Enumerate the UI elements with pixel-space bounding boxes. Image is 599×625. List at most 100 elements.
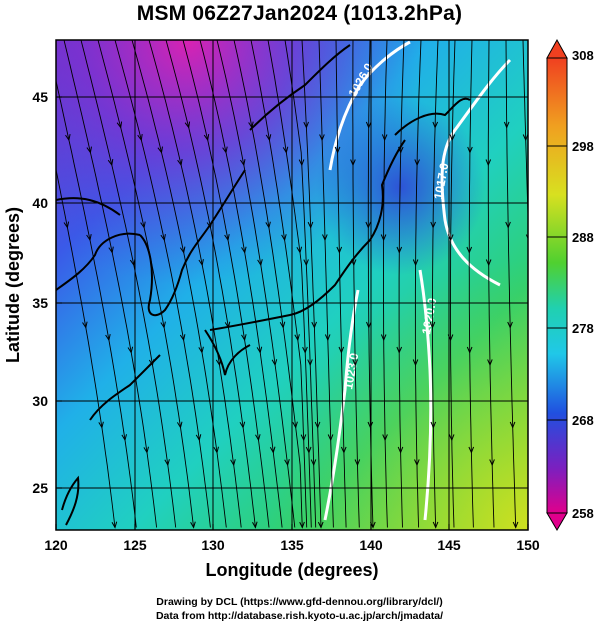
x-tick-label: 135 <box>280 537 304 553</box>
colorbar-top-arrow <box>546 38 568 59</box>
streamline-arrow <box>63 221 70 229</box>
streamline-arrow <box>44 122 49 128</box>
streamline-arrow <box>86 146 92 154</box>
streamline-arrow <box>525 234 528 240</box>
streamline-arrow <box>296 246 303 254</box>
streamline-arrow <box>98 421 104 429</box>
streamline <box>148 40 242 528</box>
streamline-arrow <box>317 521 324 529</box>
coastline-honshu <box>209 139 406 331</box>
x-axis-title: Longitude (degrees) <box>205 560 378 580</box>
streamline-arrow <box>303 121 309 129</box>
streamline-arrow <box>336 246 343 254</box>
streamline <box>267 40 312 528</box>
streamline-arrow <box>279 321 286 329</box>
streamline-arrow <box>310 459 317 467</box>
streamline-arrow <box>179 334 186 342</box>
credit-data: Data from http://database.rish.kyoto-u.a… <box>155 610 444 622</box>
streamline-arrow <box>298 159 305 167</box>
coastline-taiwan <box>61 475 80 526</box>
streamline-arrow <box>203 134 210 142</box>
streamline-arrow <box>241 334 247 342</box>
streamline-arrow <box>206 221 213 229</box>
streamline-arrow <box>485 259 492 267</box>
streamline-arrow <box>485 159 492 167</box>
streamline <box>182 40 270 528</box>
streamline-arrow <box>215 359 222 367</box>
streamline-arrow <box>82 321 88 329</box>
streamline <box>505 40 517 528</box>
streamline <box>414 40 422 528</box>
streamline-arrow <box>448 434 455 442</box>
isobars <box>323 40 512 521</box>
streamline <box>56 78 137 528</box>
streamline-arrow <box>350 159 356 167</box>
streamline <box>301 40 322 528</box>
streamline-arrow <box>467 146 473 154</box>
streamline-arrow <box>230 459 236 467</box>
streamline-arrow <box>265 134 272 142</box>
streamline-arrow <box>198 346 204 354</box>
streamline-arrow <box>252 521 258 529</box>
streamline <box>97 40 195 528</box>
streamline-arrow <box>530 334 535 340</box>
streamline-arrow <box>248 121 254 129</box>
streamline-arrow <box>305 446 312 454</box>
streamline-arrow <box>282 146 289 154</box>
streamline <box>216 40 296 528</box>
streamline-arrow <box>241 246 247 254</box>
streamline-arrow <box>354 459 361 467</box>
streamline-arrow <box>224 234 230 242</box>
x-tick-label: 145 <box>437 537 461 553</box>
streamline <box>56 167 116 528</box>
streamline-arrow <box>224 321 231 329</box>
streamline-arrow <box>284 459 290 467</box>
streamline-arrow <box>176 421 183 429</box>
streamline-arrow <box>164 459 170 467</box>
streamline-arrow <box>292 421 298 429</box>
tick-marks <box>55 96 529 530</box>
streamline-arrow <box>157 146 163 154</box>
streamline <box>284 40 317 528</box>
streamline-arrow <box>239 421 246 429</box>
colorbar-label: 258 <box>572 506 594 521</box>
streamline-arrow <box>195 434 202 442</box>
colorbar-label: 288 <box>572 230 594 245</box>
streamline-arrow <box>257 259 263 267</box>
streamline-arrow <box>466 346 473 354</box>
streamline-arrow <box>414 459 420 467</box>
streamline-arrow <box>398 146 404 154</box>
streamline-arrow <box>468 446 475 454</box>
streamline <box>114 40 211 528</box>
streamline <box>318 40 334 528</box>
figure-title: MSM 06Z27Jan2024 (1013.2hPa) <box>136 2 463 25</box>
streamline-arrow <box>302 346 308 354</box>
streamline-arrow <box>190 521 196 529</box>
streamline-arrow <box>380 334 387 342</box>
streamline-arrow <box>414 159 420 167</box>
streamline-arrow <box>307 359 313 367</box>
streamline-arrow <box>303 259 309 267</box>
streamline-arrow <box>269 446 276 454</box>
streamline <box>522 40 528 230</box>
y-tick-label: 25 <box>32 480 48 496</box>
streamline-arrow <box>324 334 331 342</box>
isobar-1023 <box>323 289 360 521</box>
streamline-arrow <box>179 246 186 254</box>
streamline-arrow <box>140 221 146 229</box>
temperature-field: 1026.0 1017.0 1020.0 1023.0 <box>44 40 535 530</box>
colorbar-label: 298 <box>572 139 594 154</box>
streamline-arrow <box>381 134 388 142</box>
streamline-arrow <box>507 321 513 329</box>
streamline-arrow <box>352 359 358 367</box>
streamline-arrow <box>365 121 372 129</box>
streamline-arrow <box>412 359 419 367</box>
streamline-arrow <box>143 446 149 454</box>
streamline-arrow <box>319 134 325 142</box>
streamline-arrow <box>380 234 387 242</box>
colorbar-label: 278 <box>572 321 594 336</box>
colorbar-bottom-arrow <box>546 512 568 531</box>
streamline-arrow <box>86 234 92 242</box>
streamline-arrow <box>396 246 403 254</box>
